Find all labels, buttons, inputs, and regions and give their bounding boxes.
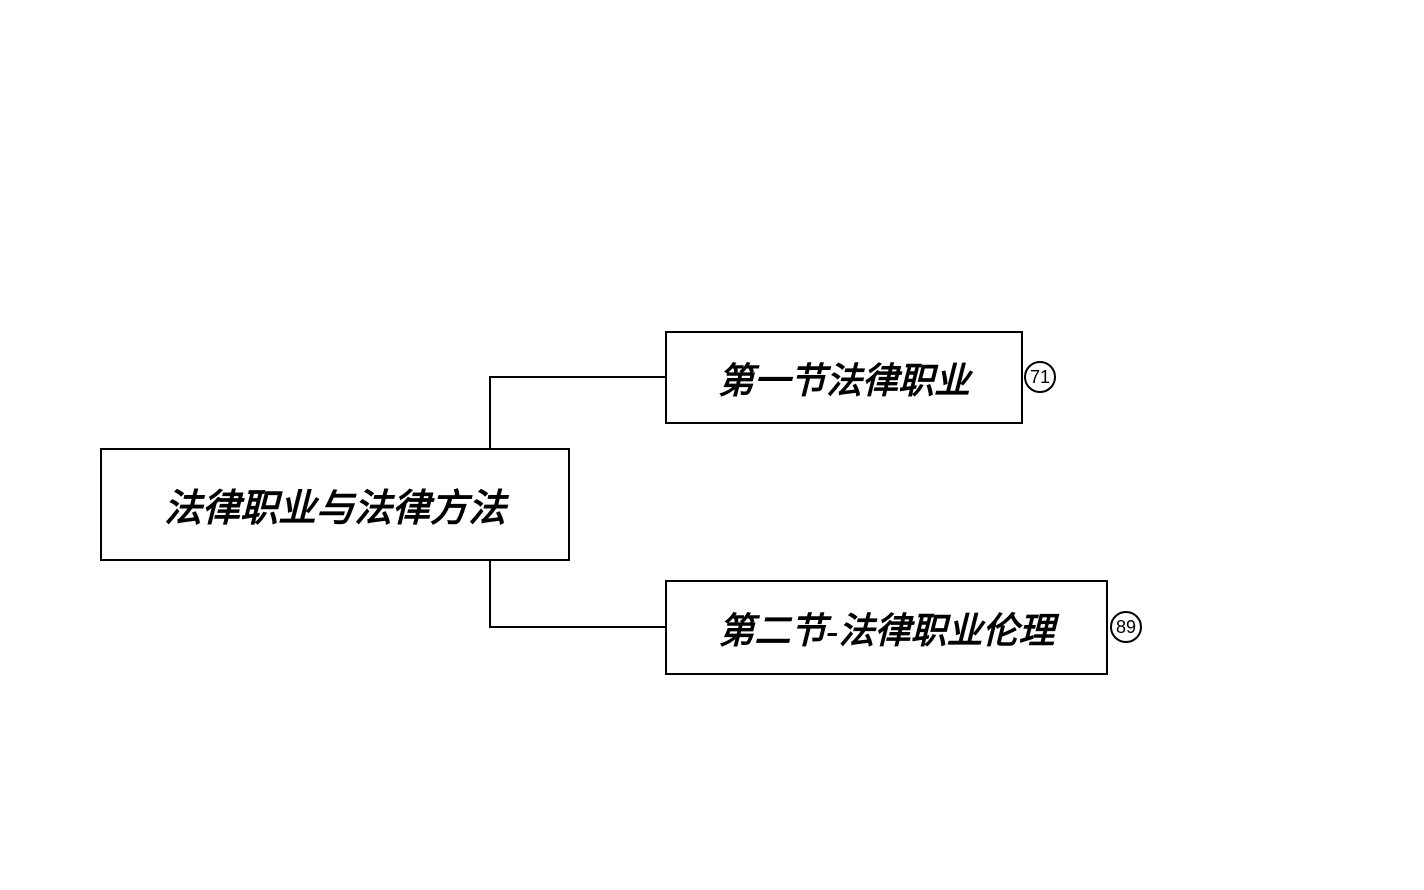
child-node-2-badge: 89 (1110, 611, 1142, 643)
connector-lines (0, 0, 1424, 890)
connector-to-child-2 (490, 561, 665, 627)
root-node: 法律职业与法律方法 (100, 448, 570, 561)
connector-to-child-1 (490, 377, 665, 448)
root-node-label: 法律职业与法律方法 (164, 477, 506, 532)
child-node-1: 第一节法律职业 (665, 331, 1023, 424)
child-node-1-badge: 71 (1024, 361, 1056, 393)
child-node-2-label: 第二节-法律职业伦理 (719, 602, 1055, 654)
child-node-1-label: 第一节法律职业 (718, 352, 970, 404)
tree-diagram: 法律职业与法律方法 第一节法律职业 71 第二节-法律职业伦理 89 (0, 0, 1424, 890)
child-node-1-badge-value: 71 (1030, 367, 1050, 388)
child-node-2: 第二节-法律职业伦理 (665, 580, 1108, 675)
child-node-2-badge-value: 89 (1116, 617, 1136, 638)
